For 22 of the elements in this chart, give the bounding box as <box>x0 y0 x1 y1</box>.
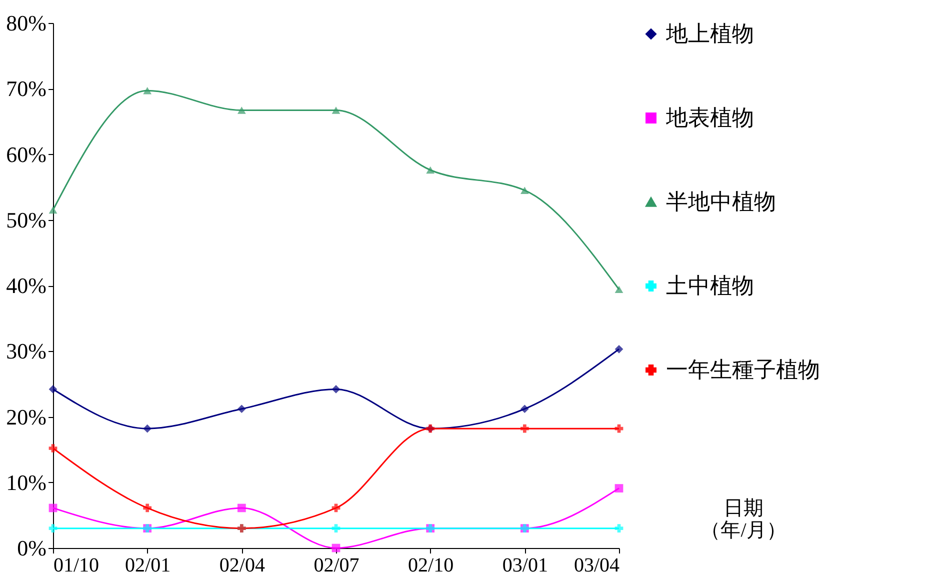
x-tick-label: 02/04 <box>219 554 265 576</box>
y-tick-label: 80% <box>6 10 46 36</box>
y-tick-label: 60% <box>6 142 46 167</box>
x-axis-title: 日期（年/月） <box>700 498 786 542</box>
y-tick-label: 40% <box>6 273 46 298</box>
legend-label: 半地中植物 <box>666 189 776 214</box>
y-tick-label: 70% <box>6 76 46 102</box>
y-tick-label: 0% <box>17 536 46 560</box>
y-tick-label: 20% <box>6 404 46 430</box>
legend-label: 一年生種子植物 <box>666 357 820 382</box>
x-tick-label: 01/10 <box>54 554 100 576</box>
y-tick-label: 10% <box>6 470 46 495</box>
y-tick-label: 30% <box>6 338 46 364</box>
x-tick-label: 02/10 <box>408 554 454 576</box>
y-tick-label: 50% <box>6 207 46 232</box>
legend-label: 地上植物 <box>665 21 754 46</box>
x-tick-label: 03/04 <box>574 554 620 576</box>
x-tick-label: 02/07 <box>314 554 360 576</box>
x-tick-label: 02/01 <box>125 554 171 576</box>
legend-label: 地表植物 <box>665 105 754 130</box>
legend-label: 土中植物 <box>666 273 754 298</box>
x-tick-label: 03/01 <box>502 554 548 576</box>
